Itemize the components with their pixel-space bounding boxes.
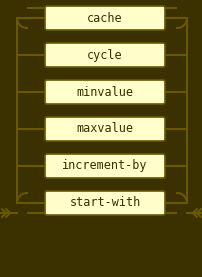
Text: increment-by: increment-by bbox=[62, 160, 147, 173]
FancyBboxPatch shape bbox=[45, 117, 164, 141]
Text: cache: cache bbox=[87, 12, 122, 24]
FancyBboxPatch shape bbox=[45, 6, 164, 30]
Text: maxvalue: maxvalue bbox=[76, 122, 133, 135]
Text: cycle: cycle bbox=[87, 48, 122, 61]
Text: start-with: start-with bbox=[69, 196, 140, 209]
Text: minvalue: minvalue bbox=[76, 86, 133, 99]
FancyBboxPatch shape bbox=[45, 191, 164, 215]
FancyBboxPatch shape bbox=[45, 80, 164, 104]
FancyBboxPatch shape bbox=[45, 154, 164, 178]
FancyBboxPatch shape bbox=[45, 43, 164, 67]
